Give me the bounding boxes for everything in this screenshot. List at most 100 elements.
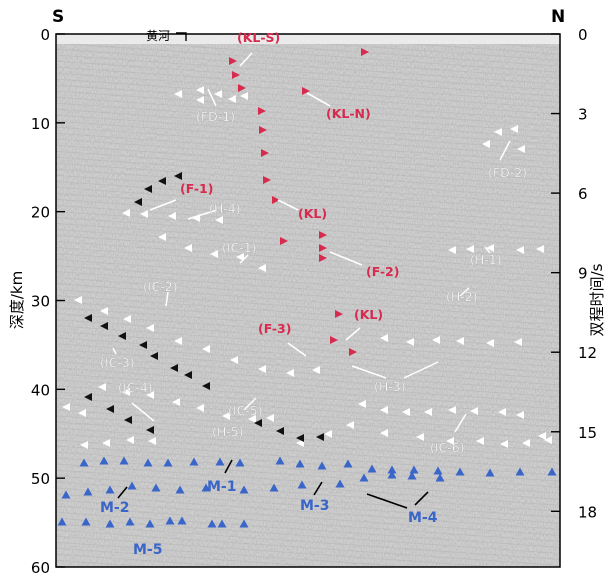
blue-marker <box>119 456 129 465</box>
white-marker <box>448 246 456 254</box>
leader-h-3-a <box>351 365 387 379</box>
leader-m-1 <box>224 459 233 474</box>
blue-marker <box>295 459 305 468</box>
blue-marker <box>409 465 419 474</box>
white-marker <box>544 436 552 444</box>
black-marker <box>146 426 154 434</box>
leader-ic-3 <box>112 347 117 355</box>
label-f-3: (F-3) <box>258 321 291 336</box>
depth-tick-label: 40 <box>31 381 50 399</box>
depth-tick-label: 50 <box>31 470 50 488</box>
blue-marker <box>57 517 67 526</box>
blue-marker <box>105 485 115 494</box>
red-marker <box>261 149 269 157</box>
leader-fd-1 <box>207 88 217 107</box>
yellow-river-marker: 黄河 <box>146 29 187 43</box>
blue-marker <box>485 468 495 477</box>
white-marker <box>78 409 86 417</box>
white-marker <box>174 90 182 98</box>
red-marker <box>258 107 266 115</box>
blue-marker <box>175 485 185 494</box>
red-marker <box>238 84 246 92</box>
black-marker <box>202 382 210 390</box>
time-axis-title: 双程时间/s <box>588 263 606 336</box>
white-marker <box>148 437 156 445</box>
white-marker <box>146 324 154 332</box>
blue-marker <box>317 461 327 470</box>
label-f-2: (F-2) <box>366 264 399 279</box>
blue-marker <box>547 467 557 476</box>
blue-marker <box>79 458 89 467</box>
leader-f-1 <box>149 199 177 211</box>
white-marker <box>102 439 110 447</box>
blue-marker <box>83 487 93 496</box>
leader-h-4 <box>187 209 218 220</box>
label-h-3: (H-3) <box>374 379 406 394</box>
leader-ic-6 <box>454 413 467 433</box>
white-marker <box>380 429 388 437</box>
white-marker <box>536 245 544 253</box>
label-kl-2: (KL) <box>354 307 383 322</box>
white-marker <box>346 421 354 429</box>
white-marker <box>236 253 244 261</box>
blue-marker <box>269 483 279 492</box>
blue-marker <box>387 465 397 474</box>
white-marker <box>406 338 414 346</box>
red-marker <box>263 176 271 184</box>
label-m-1: M-1 <box>207 479 236 495</box>
leader-kl-2 <box>345 327 361 341</box>
leader-m-3 <box>313 481 323 496</box>
leader-m-4-b <box>414 491 429 506</box>
leader-kl-n <box>306 92 331 107</box>
blue-marker <box>215 457 225 466</box>
blue-marker <box>143 458 153 467</box>
depth-tick-label: 10 <box>31 115 50 133</box>
black-marker <box>100 322 108 330</box>
black-marker <box>106 405 114 413</box>
white-marker <box>230 356 238 364</box>
time-tick-label: 18 <box>578 503 597 521</box>
white-marker <box>446 437 454 445</box>
blue-marker <box>407 471 417 480</box>
leader-kl-1 <box>277 199 299 211</box>
depth-axis: 0 10 20 30 40 50 60 <box>31 26 65 577</box>
blue-marker <box>335 479 345 488</box>
leader-h-3-b <box>403 361 439 379</box>
depth-tick-label: 30 <box>31 293 50 311</box>
label-h-5: (H-5) <box>212 424 244 439</box>
blue-marker <box>125 517 135 526</box>
time-tick-label: 12 <box>578 344 597 362</box>
time-tick-label: 15 <box>578 424 597 442</box>
leader-ic-2 <box>165 291 169 307</box>
blue-marker <box>455 467 465 476</box>
white-marker <box>514 338 522 346</box>
white-marker <box>402 408 410 416</box>
leader-fd-2 <box>499 140 511 161</box>
label-m-2: M-2 <box>100 500 129 516</box>
seismic-section <box>56 34 560 567</box>
white-marker <box>74 296 82 304</box>
white-marker <box>228 95 236 103</box>
label-h-4: (H-4) <box>209 201 241 216</box>
blue-marker <box>239 485 249 494</box>
white-marker <box>202 345 210 353</box>
black-marker <box>139 341 147 349</box>
blue-marker <box>367 464 377 473</box>
blue-marker <box>343 459 353 468</box>
label-fd-2: (FD-2) <box>488 165 527 180</box>
blue-marker <box>515 467 525 476</box>
north-label: N <box>551 7 565 27</box>
blue-marker <box>433 466 443 475</box>
black-marker <box>296 434 304 442</box>
blue-marker <box>165 516 175 525</box>
leader-m-2 <box>117 486 128 499</box>
white-marker <box>286 369 294 377</box>
label-ic-6: (IC-6) <box>430 440 465 455</box>
leader-h-2 <box>459 287 470 297</box>
red-marker <box>330 336 338 344</box>
white-marker <box>324 430 332 438</box>
blue-marker <box>239 519 249 528</box>
leader-f-2 <box>329 251 363 266</box>
white-marker <box>196 96 204 104</box>
time-tick-label: 6 <box>578 185 588 203</box>
